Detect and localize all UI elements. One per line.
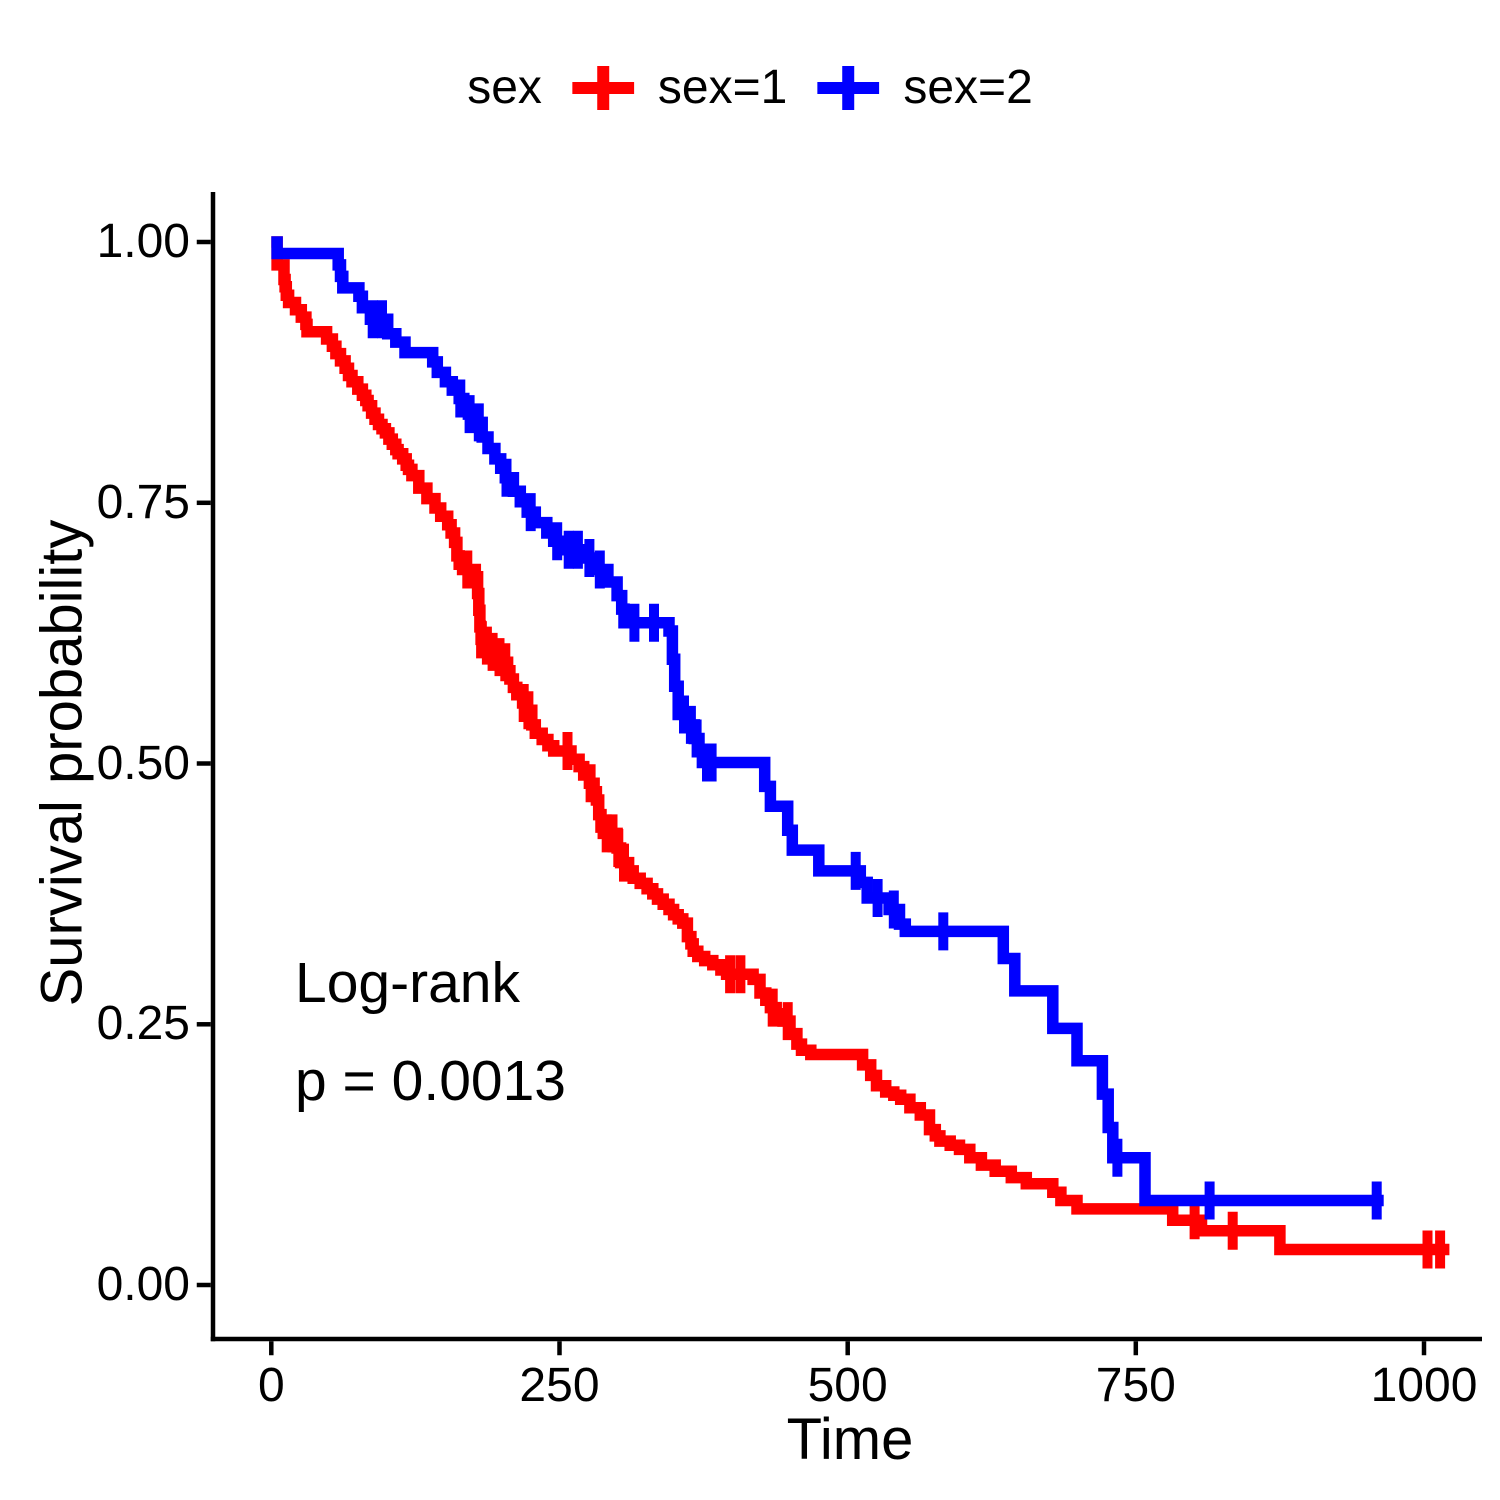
x-tick-label: 1000 bbox=[1370, 1359, 1478, 1412]
x-axis-title: Time bbox=[786, 1407, 914, 1472]
y-tick-label: 0.50 bbox=[96, 736, 190, 790]
legend-item-sex2: sex=2 bbox=[817, 60, 1033, 115]
logrank-pvalue: p = 0.0013 bbox=[295, 1049, 567, 1113]
legend-label-sex2: sex=2 bbox=[903, 61, 1033, 114]
x-tick-label: 0 bbox=[257, 1359, 285, 1412]
legend-item-sex1: sex=1 bbox=[571, 60, 788, 115]
x-tick-label: 750 bbox=[1095, 1359, 1176, 1412]
logrank-annotation-label: Log-rank bbox=[295, 951, 520, 1015]
x-tick-label: 500 bbox=[807, 1359, 888, 1412]
x-tick-label: 250 bbox=[519, 1359, 600, 1412]
legend-title: sex bbox=[467, 61, 542, 114]
sex2-cross-key-icon bbox=[817, 65, 880, 110]
sex1-cross-key-icon bbox=[571, 65, 634, 110]
y-tick-label: 0.75 bbox=[96, 475, 190, 529]
legend-label-sex1: sex=1 bbox=[657, 61, 788, 114]
y-tick-label: 0.00 bbox=[96, 1258, 190, 1311]
y-tick-label: 0.25 bbox=[96, 997, 190, 1051]
legend: sex sex=1 sex=2 bbox=[467, 60, 1033, 115]
y-tick-label: 1.00 bbox=[96, 215, 190, 268]
